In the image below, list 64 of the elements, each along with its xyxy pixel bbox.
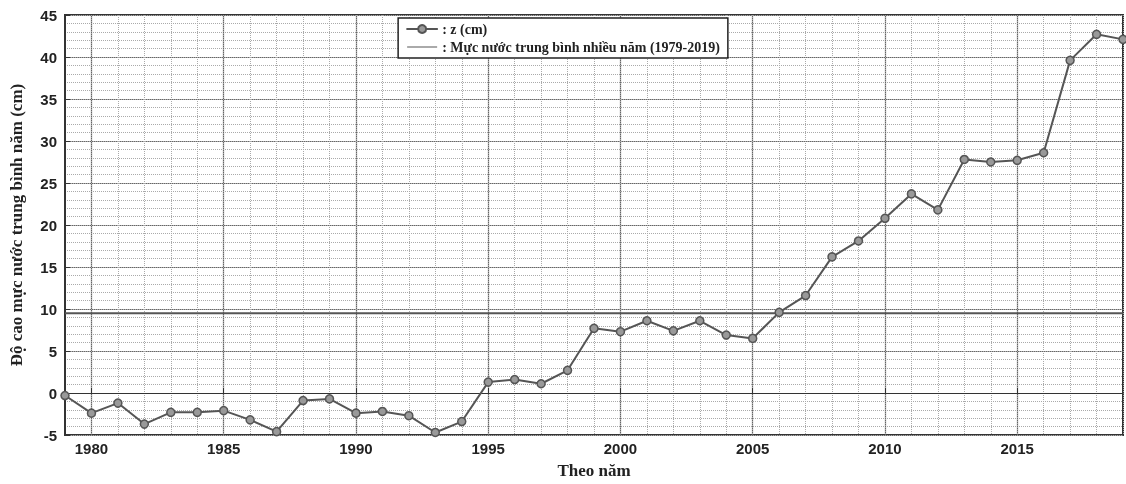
point xyxy=(986,157,996,167)
point xyxy=(1118,34,1126,45)
point xyxy=(562,365,573,376)
point xyxy=(880,213,890,224)
point xyxy=(774,307,784,318)
x-tick-label: 1985 xyxy=(207,440,241,457)
point xyxy=(853,236,864,246)
point xyxy=(509,374,520,385)
point xyxy=(1065,55,1075,66)
point xyxy=(933,205,943,215)
point xyxy=(959,154,970,165)
y-tick-label: 15 xyxy=(40,258,57,276)
x-axis-title: Theo năm xyxy=(557,461,631,480)
x-tick-label: 1995 xyxy=(471,440,505,457)
y-tick-label: 0 xyxy=(48,384,57,402)
x-tick-label: 1980 xyxy=(74,440,109,457)
point xyxy=(113,398,123,408)
point xyxy=(298,395,308,406)
x-tick-label: 2015 xyxy=(1000,440,1034,457)
point xyxy=(721,330,731,340)
point xyxy=(166,407,176,418)
x-tick-label: 2005 xyxy=(736,440,770,457)
y-tick-label: 20 xyxy=(40,216,57,234)
point xyxy=(377,406,388,417)
point xyxy=(457,416,467,427)
point xyxy=(747,333,758,344)
point xyxy=(695,316,705,326)
point xyxy=(139,419,150,429)
point xyxy=(404,410,414,421)
point xyxy=(351,408,361,418)
y-tick-label: 40 xyxy=(40,48,57,66)
point xyxy=(1038,148,1049,158)
point xyxy=(615,326,626,337)
point xyxy=(60,390,70,401)
point xyxy=(668,326,679,336)
point xyxy=(1012,155,1022,166)
y-tick-label: 45 xyxy=(40,6,57,24)
point xyxy=(1091,29,1102,40)
x-tick-label: 2010 xyxy=(868,440,902,457)
point xyxy=(642,316,652,326)
point xyxy=(589,323,599,334)
y-tick-label: 25 xyxy=(40,174,57,192)
point xyxy=(192,407,202,418)
point xyxy=(827,252,837,262)
y-tick-label: -5 xyxy=(43,426,57,444)
legend-label: : z (cm) xyxy=(442,21,488,38)
y-tick-label: 5 xyxy=(48,342,57,360)
y-tick-label: 35 xyxy=(40,90,57,108)
point xyxy=(86,408,97,418)
point xyxy=(483,377,493,387)
y-tick-label: 10 xyxy=(40,300,57,318)
legend-label: : Mực nước trung bình nhiều năm (1979-2019) xyxy=(442,39,721,56)
x-tick-label: 1990 xyxy=(339,440,373,457)
point xyxy=(800,290,811,301)
y-tick-label: 30 xyxy=(40,132,57,150)
x-tick-label: 2000 xyxy=(603,440,638,457)
point xyxy=(271,426,282,437)
y-axis-title: Độ cao mực nước trung bình năm (cm) xyxy=(7,83,26,367)
point xyxy=(324,394,335,404)
point xyxy=(245,415,255,425)
point xyxy=(906,189,917,199)
point xyxy=(430,427,441,438)
point xyxy=(536,379,546,389)
point xyxy=(218,405,229,416)
